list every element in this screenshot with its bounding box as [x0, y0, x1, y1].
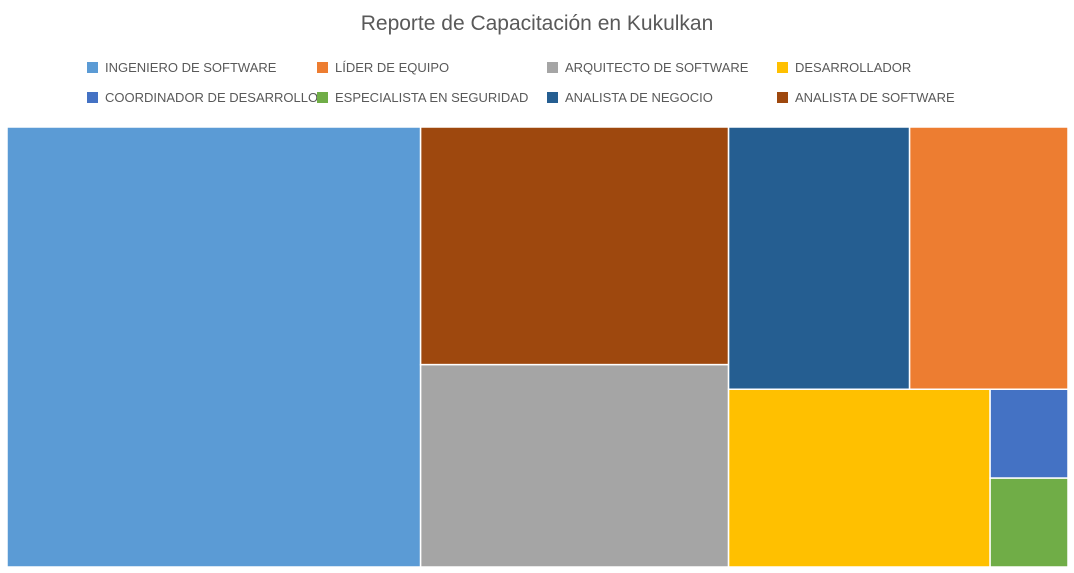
legend-label: INGENIERO DE SOFTWARE — [105, 60, 277, 75]
legend-swatch — [777, 62, 788, 73]
legend-item-especialista-en-seguridad: ESPECIALISTA EN SEGURIDAD — [317, 90, 528, 105]
legend-item-analista-de-software: ANALISTA DE SOFTWARE — [777, 90, 955, 105]
legend-swatch — [317, 62, 328, 73]
legend-item-analista-de-negocio: ANALISTA DE NEGOCIO — [547, 90, 713, 105]
legend-item-ingeniero-de-software: INGENIERO DE SOFTWARE — [87, 60, 276, 75]
legend-label: COORDINADOR DE DESARROLLO — [105, 90, 319, 105]
legend-item-arquitecto-de-software: ARQUITECTO DE SOFTWARE — [547, 60, 748, 75]
legend-label: DESARROLLADOR — [795, 60, 912, 75]
legend-swatch — [317, 92, 328, 103]
treemap-tile-analista-de-negocio — [727, 126, 911, 391]
legend-item-desarrollador: DESARROLLADOR — [777, 60, 911, 75]
legend: INGENIERO DE SOFTWARE LÍDER DE EQUIPO AR… — [87, 60, 1047, 120]
legend-label: LÍDER DE EQUIPO — [335, 60, 450, 75]
treemap-tile-lider-de-equipo — [908, 126, 1069, 391]
treemap-tile-especialista-en-seguridad — [989, 477, 1069, 568]
treemap-tile-ingeniero-de-software — [6, 126, 422, 568]
legend-swatch — [777, 92, 788, 103]
treemap-tile-arquitecto-de-software — [419, 363, 730, 568]
legend-item-coordinador-de-desarrollo: COORDINADOR DE DESARROLLO — [87, 90, 318, 105]
legend-label: ANALISTA DE SOFTWARE — [795, 90, 955, 105]
legend-swatch — [547, 92, 558, 103]
legend-swatch — [87, 62, 98, 73]
treemap-tile-analista-de-software — [419, 126, 730, 366]
legend-swatch — [547, 62, 558, 73]
treemap-tile-desarrollador — [727, 388, 991, 568]
treemap-tile-coordinador-de-desarrollo — [989, 388, 1069, 479]
legend-label: ARQUITECTO DE SOFTWARE — [565, 60, 749, 75]
legend-swatch — [87, 92, 98, 103]
chart-title: Reporte de Capacitación en Kukulkan — [360, 12, 714, 35]
legend-label: ANALISTA DE NEGOCIO — [565, 90, 713, 105]
legend-label: ESPECIALISTA EN SEGURIDAD — [335, 90, 529, 105]
legend-item-lider-de-equipo: LÍDER DE EQUIPO — [317, 60, 449, 75]
